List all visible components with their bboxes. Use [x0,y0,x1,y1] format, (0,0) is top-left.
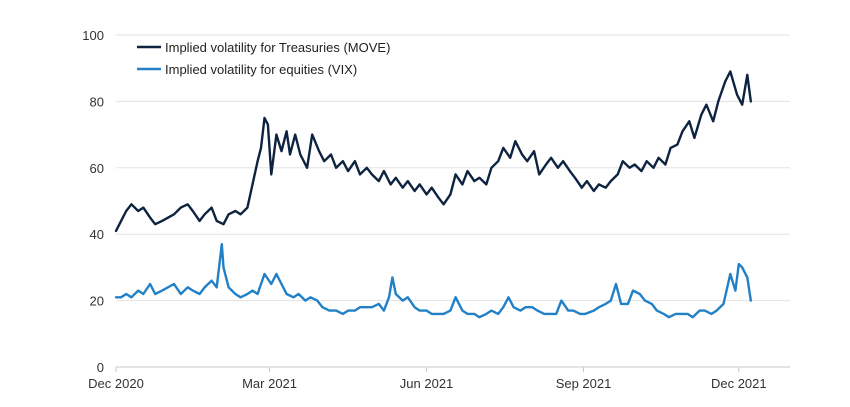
y-tick-label: 40 [90,227,104,242]
y-tick-label: 100 [82,28,104,43]
x-tick-label: Jun 2021 [400,376,454,391]
y-tick-label: 60 [90,161,104,176]
y-tick-label: 20 [90,294,104,309]
y-tick-label: 80 [90,94,104,109]
series-line-move [114,70,752,233]
x-tick-label: Dec 2021 [711,376,767,391]
x-tick-label: Mar 2021 [242,376,297,391]
legend-label-move: Implied volatility for Treasuries (MOVE) [165,40,390,55]
legend-label-vix: Implied volatility for equities (VIX) [165,62,357,77]
axes: 0 20 40 60 80 100 Dec 2020 Mar 2021 Jun 2021 Sep … [82,28,790,391]
legend: Implied volatility for Treasuries (MOVE)… [137,40,390,77]
series-lines [114,70,752,319]
gridlines [116,34,790,302]
series-line-vix [114,243,752,319]
x-tick-label: Sep 2021 [556,376,612,391]
y-tick-label: 0 [97,360,104,375]
x-tick-label: Dec 2020 [88,376,144,391]
